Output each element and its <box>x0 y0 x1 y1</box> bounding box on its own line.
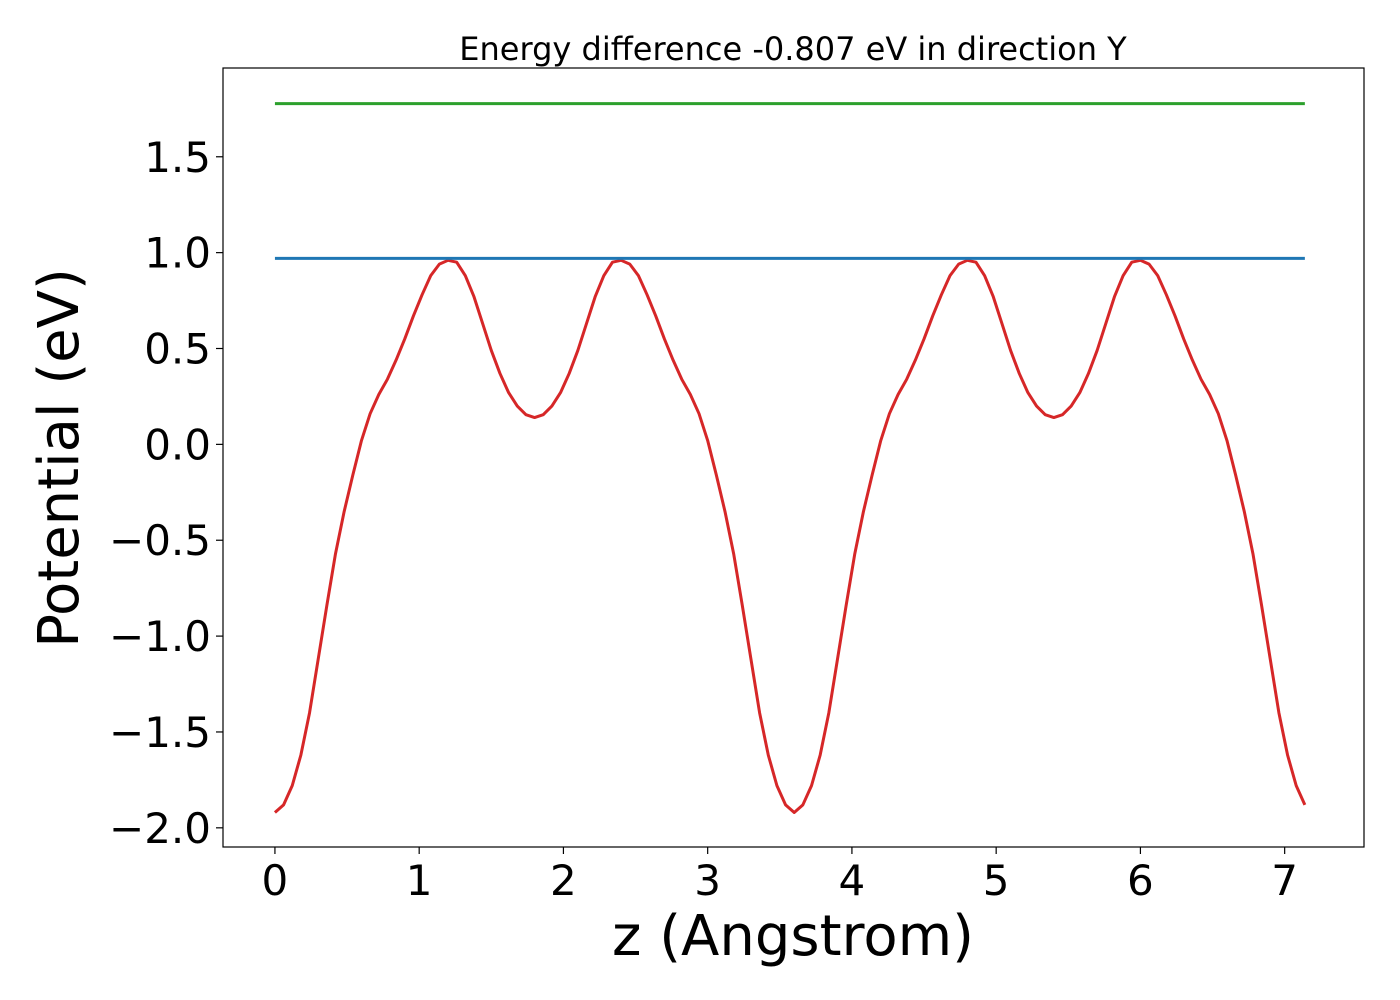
x-axis-label: z (Angstrom) <box>612 904 974 969</box>
y-tick-label: −1.0 <box>109 612 211 661</box>
y-tick-label: −0.5 <box>109 516 211 565</box>
x-tick-label: 2 <box>550 856 577 905</box>
y-tick-label: −2.0 <box>109 804 211 853</box>
y-axis-label: Potential (eV) <box>27 268 92 648</box>
y-tick-label: 1.0 <box>144 229 211 278</box>
data-line <box>273 258 1307 814</box>
x-tick-label: 4 <box>839 856 866 905</box>
y-tick-label: 1.5 <box>144 133 211 182</box>
x-tick-label: 1 <box>406 856 433 905</box>
x-tick-label: 6 <box>1127 856 1154 905</box>
x-tick-label: 5 <box>983 856 1010 905</box>
chart-title: Energy difference -0.807 eV in direction… <box>459 30 1127 68</box>
x-tick-label: 3 <box>694 856 721 905</box>
plot-frame <box>222 67 1365 848</box>
x-tick-label: 0 <box>262 856 289 905</box>
y-tick-label: 0.5 <box>144 325 211 374</box>
y-tick-label: −1.5 <box>109 708 211 757</box>
x-tick-label: 7 <box>1271 856 1298 905</box>
y-tick-label: 0.0 <box>144 420 211 469</box>
